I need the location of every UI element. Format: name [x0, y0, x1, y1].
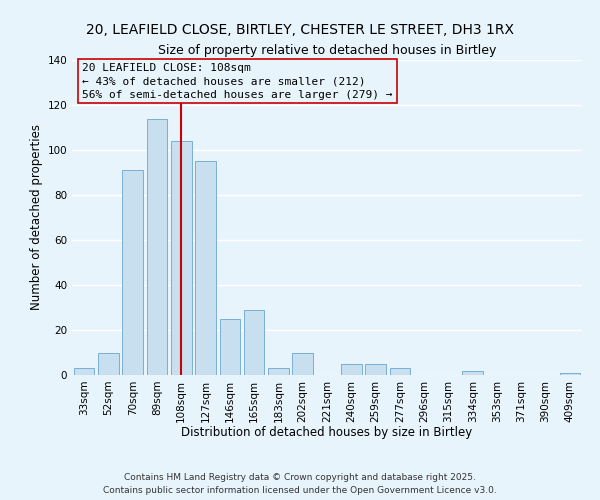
Bar	[341, 364, 362, 375]
Bar	[146, 118, 167, 375]
Bar	[171, 141, 191, 375]
Text: 20 LEAFIELD CLOSE: 108sqm
← 43% of detached houses are smaller (212)
56% of semi: 20 LEAFIELD CLOSE: 108sqm ← 43% of detac…	[82, 63, 392, 100]
Bar	[74, 368, 94, 375]
Title: Size of property relative to detached houses in Birtley: Size of property relative to detached ho…	[158, 44, 496, 58]
Bar	[244, 310, 265, 375]
Text: Contains HM Land Registry data © Crown copyright and database right 2025.
Contai: Contains HM Land Registry data © Crown c…	[103, 474, 497, 495]
Bar	[268, 368, 289, 375]
Bar	[560, 373, 580, 375]
X-axis label: Distribution of detached houses by size in Birtley: Distribution of detached houses by size …	[181, 426, 473, 439]
Y-axis label: Number of detached properties: Number of detached properties	[30, 124, 43, 310]
Bar	[463, 370, 483, 375]
Bar	[122, 170, 143, 375]
Bar	[98, 352, 119, 375]
Bar	[292, 352, 313, 375]
Bar	[389, 368, 410, 375]
Bar	[365, 364, 386, 375]
Bar	[195, 161, 216, 375]
Bar	[220, 319, 240, 375]
Text: 20, LEAFIELD CLOSE, BIRTLEY, CHESTER LE STREET, DH3 1RX: 20, LEAFIELD CLOSE, BIRTLEY, CHESTER LE …	[86, 22, 514, 36]
